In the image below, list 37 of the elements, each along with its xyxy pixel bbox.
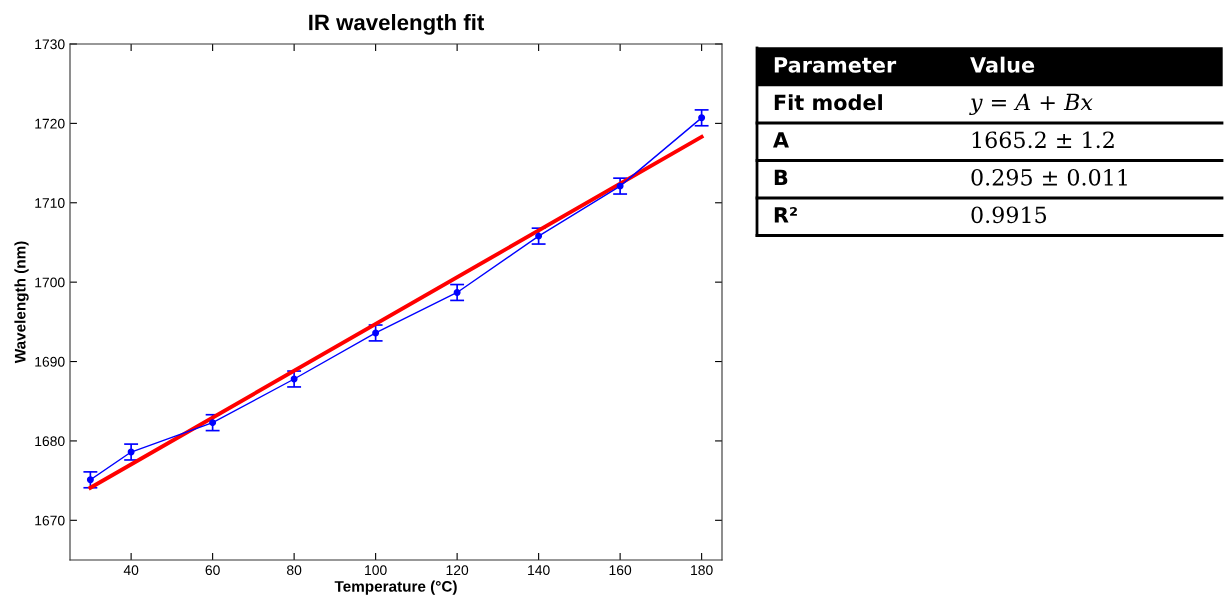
x-tick-label: 120	[446, 565, 469, 576]
point	[209, 419, 217, 427]
point	[86, 476, 94, 484]
text: R²	[774, 207, 797, 223]
text: 1665.2 ± 1.2	[972, 131, 1114, 149]
point	[372, 329, 380, 337]
text: Parameter	[774, 57, 897, 73]
point	[616, 182, 624, 190]
text: Value	[970, 56, 1035, 73]
x-tick-label: 140	[528, 565, 550, 576]
y-tick-label: 1730	[35, 39, 65, 50]
text: 0.295 ± 0.011	[971, 168, 1127, 186]
x-tick-label: 160	[609, 565, 632, 576]
text: y = A + Bx	[969, 93, 1093, 115]
text: A	[773, 132, 789, 148]
x-tick-label: 40	[123, 565, 139, 576]
x-tick-label: 60	[205, 565, 220, 576]
y-tick-label: 1670	[35, 515, 65, 526]
y-tick-label: 1710	[35, 198, 65, 208]
point	[535, 232, 543, 240]
y-tick-label: 1680	[35, 436, 65, 447]
point	[453, 289, 461, 296]
x-tick-label: 180	[691, 565, 713, 576]
x-tick-label: 100	[365, 565, 387, 576]
point	[290, 375, 298, 383]
point	[698, 114, 706, 122]
y-tick-label: 1700	[35, 277, 65, 288]
x-axis-title: Temperature (°C)	[334, 580, 457, 595]
y-tick-label: 1690	[35, 356, 65, 367]
text: 0.9915	[971, 206, 1047, 224]
point	[127, 448, 135, 456]
y-axis-title: Wavelength (nm)	[14, 241, 29, 364]
text: Fit model	[774, 94, 882, 111]
x-tick-label: 80	[287, 565, 302, 576]
y-tick-label: 1720	[35, 118, 65, 129]
chart-title: IR wavelength fit	[309, 14, 485, 35]
text: B	[774, 169, 788, 185]
